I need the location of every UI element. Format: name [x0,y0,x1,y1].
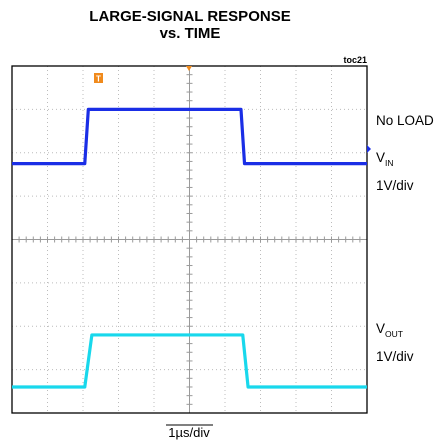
label-vout: VOUT [376,321,403,339]
traces [12,107,367,389]
trigger-marker-icon: T [94,73,103,84]
x-axis-label: 1µs/div [168,425,210,440]
scope-grid [12,66,367,413]
label-no-load: No LOAD [376,113,434,128]
trace-vout [12,333,367,389]
label-vin: VIN [376,150,394,168]
trace-vin [12,107,367,166]
label-vin-scale: 1V/div [376,178,414,193]
svg-text:T: T [96,75,101,84]
label-vout-scale: 1V/div [376,349,414,364]
figure-tag: toc21 [343,55,367,65]
chart-title-line2: vs. TIME [159,25,221,42]
ch1-level-marker [367,145,371,153]
trigger-position-marker [186,66,192,71]
chart-title-line1: LARGE-SIGNAL RESPONSE [89,8,291,25]
